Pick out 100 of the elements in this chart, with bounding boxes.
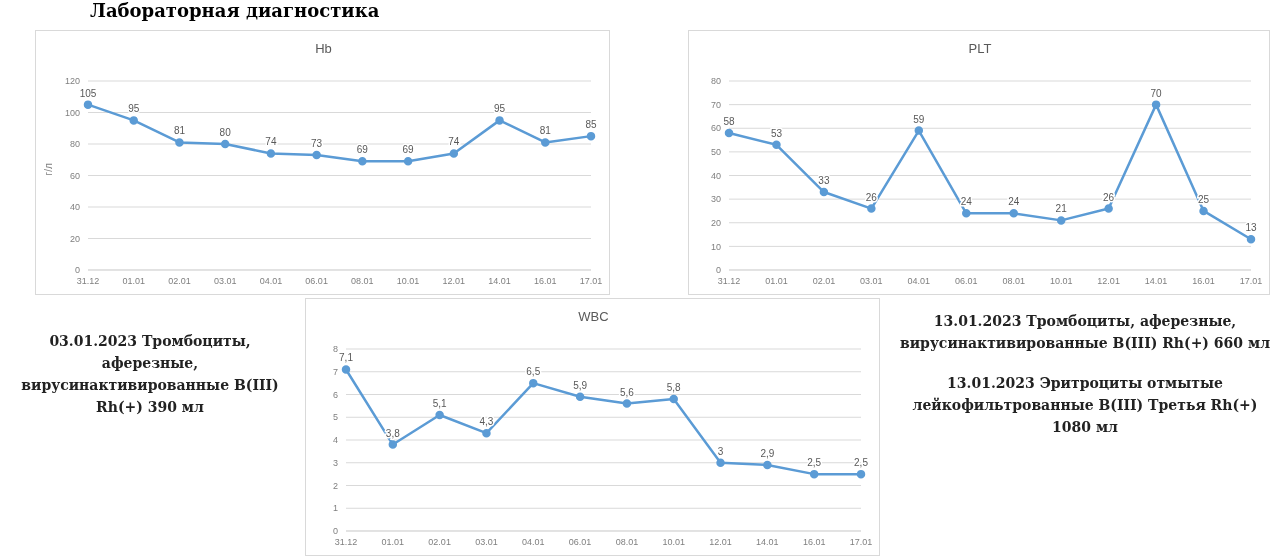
x-tick-label: 06.01	[305, 276, 328, 287]
point	[529, 378, 538, 388]
x-tick-label: 10.01	[1049, 276, 1073, 287]
point	[622, 399, 632, 408]
y-tick-label: 80	[710, 76, 721, 87]
point	[772, 140, 781, 150]
data-label: 58	[723, 115, 735, 127]
x-tick-label: 17.01	[849, 537, 873, 548]
chart-title: PLT	[967, 40, 993, 58]
y-tick-label: 20	[69, 233, 80, 244]
x-tick-label: 14.01	[1144, 276, 1168, 287]
point	[312, 150, 321, 160]
data-label: 26	[865, 191, 878, 203]
y-tick-label: 8	[332, 344, 338, 355]
x-tick-label: 12.01	[1097, 276, 1120, 287]
point	[914, 126, 924, 135]
x-tick-label: 01.01	[765, 276, 788, 287]
point	[819, 187, 829, 197]
point	[1056, 216, 1066, 225]
point	[388, 440, 398, 449]
data-label: 73	[311, 138, 323, 150]
x-tick-label: 02.01	[812, 276, 836, 287]
data-label: 5,1	[432, 397, 448, 409]
data-label: 85	[585, 119, 597, 131]
x-tick-label: 08.01	[1002, 276, 1025, 287]
point	[495, 116, 504, 125]
data-label: 95	[493, 103, 506, 115]
x-tick-label: 08.01	[615, 537, 639, 548]
chart-title: Hb	[314, 40, 333, 58]
y-tick-label: 0	[715, 265, 721, 276]
data-label: 95	[128, 103, 140, 115]
point	[763, 460, 772, 470]
point	[809, 469, 819, 479]
data-label: 4,3	[479, 416, 494, 428]
data-label: 53	[770, 127, 783, 139]
point	[358, 157, 367, 166]
x-tick-label: 12.01	[442, 276, 466, 287]
x-tick-label: 31.12	[76, 276, 100, 287]
text: 13.01.2023 Тромбоциты, аферезные, вирусинактивированные B(III) Rh(+) 660 мл	[900, 312, 1271, 353]
data-label: 13	[1245, 222, 1257, 234]
x-tick-label: 08.01	[351, 276, 374, 287]
data-label: 7,1	[339, 352, 354, 364]
point	[341, 365, 351, 374]
y-tick-label: 60	[710, 123, 721, 134]
data-label: 2,5	[854, 457, 869, 469]
data-label: 24	[1008, 196, 1020, 208]
point	[175, 138, 184, 147]
point	[83, 100, 93, 109]
data-label: 74	[265, 136, 277, 148]
point	[716, 458, 725, 467]
data-label: 5,8	[666, 382, 682, 394]
y-tick-label: 2	[332, 480, 338, 491]
data-label: 81	[173, 125, 186, 137]
text: Лабораторная диагностика	[90, 0, 381, 21]
y-tick-label: 4	[332, 435, 338, 446]
x-tick-label: 01.01	[122, 276, 145, 287]
x-tick-label: 10.01	[662, 537, 685, 548]
data-label: 70	[1150, 87, 1163, 99]
data-label: 2,5	[807, 457, 822, 469]
point	[575, 392, 585, 402]
point	[1199, 206, 1208, 216]
data-label: 74	[448, 136, 460, 148]
y-tick-label: 1	[332, 503, 338, 514]
y-tick-label: 30	[710, 194, 721, 205]
point	[482, 428, 491, 438]
data-label: 81	[539, 125, 552, 137]
y-tick-label: 20	[710, 217, 721, 228]
y-tick-label: 40	[69, 202, 80, 213]
x-tick-label: 14.01	[756, 537, 779, 548]
x-tick-label: 12.01	[709, 537, 732, 548]
x-tick-label: 02.01	[168, 276, 191, 287]
data-label: 69	[402, 144, 415, 156]
y-tick-label: 0	[332, 526, 338, 537]
y-tick-label: 5	[332, 412, 338, 423]
x-tick-label: 16.01	[802, 537, 826, 548]
y-tick-label: 6	[332, 389, 338, 400]
y-tick-label: 80	[69, 139, 80, 150]
x-tick-label: 17.01	[1239, 276, 1263, 287]
x-tick-label: 03.01	[475, 537, 498, 548]
data-label: 105	[79, 87, 97, 99]
point	[1104, 204, 1113, 213]
x-tick-label: 03.01	[860, 276, 883, 287]
data-label: 33	[818, 175, 830, 187]
x-tick-label: 14.01	[488, 276, 511, 287]
x-tick-label: 04.01	[522, 537, 545, 548]
data-label: 5,9	[573, 379, 588, 391]
data-label: 2,9	[760, 448, 775, 460]
y-tick-label: 7	[332, 366, 338, 377]
y-tick-label: 120	[64, 76, 80, 87]
point	[220, 139, 230, 149]
data-label: 5,6	[619, 386, 635, 398]
data-label: 69	[356, 144, 369, 156]
data-label: 6,5	[526, 366, 541, 378]
point	[1151, 100, 1161, 109]
text: 03.01.2023 Тромбоциты, аферезные, вирусинактивированные B(III) Rh(+) 390 мл	[20, 332, 280, 417]
y-tick-label: 40	[710, 170, 721, 181]
y-tick-label: 50	[710, 147, 721, 158]
x-tick-label: 31.12	[717, 276, 741, 287]
chart-title: WBC	[577, 308, 610, 326]
text: 13.01.2023 Эритроциты отмытые лейкофильтрованные B(III) Третья Rh(+) 1080 мл	[911, 374, 1259, 437]
